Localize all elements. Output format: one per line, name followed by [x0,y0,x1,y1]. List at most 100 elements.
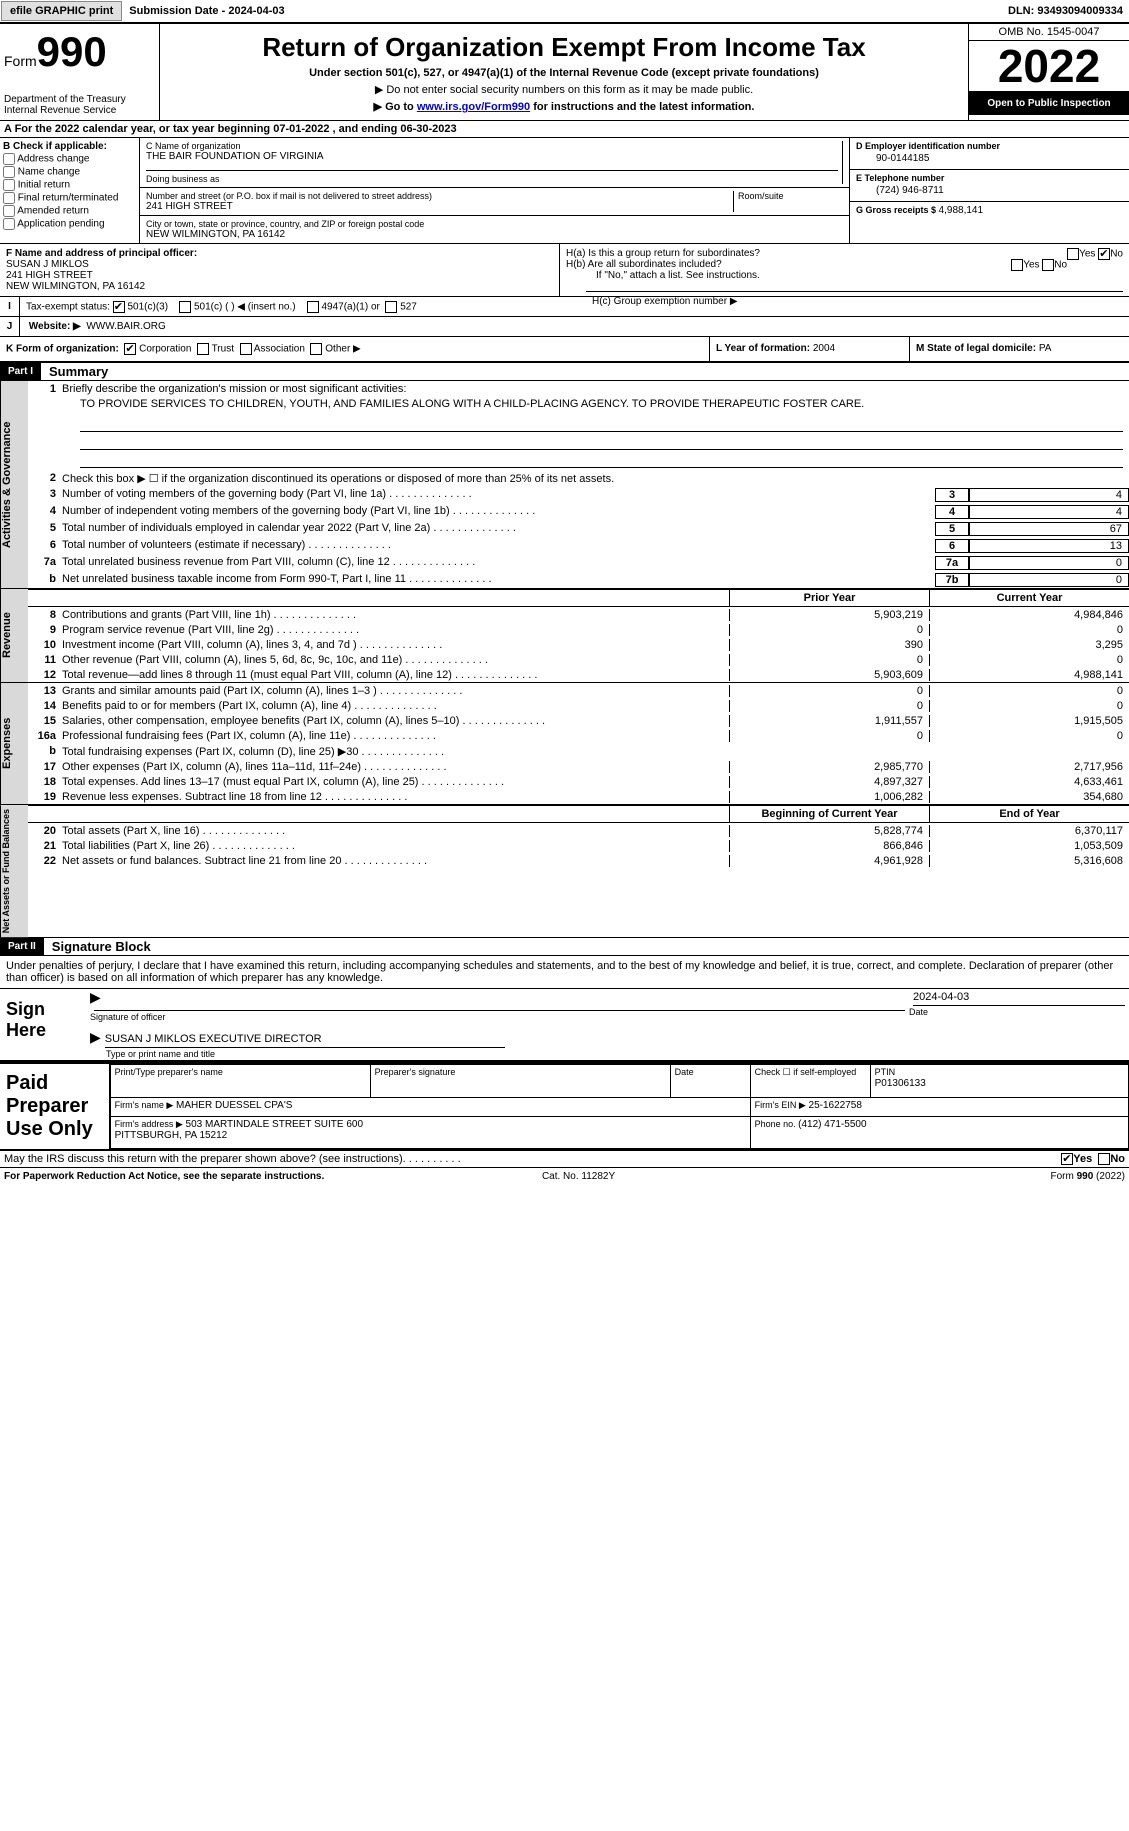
hb-note: If "No," attach a list. See instructions… [566,270,1123,281]
mission-text: TO PROVIDE SERVICES TO CHILDREN, YOUTH, … [28,396,1129,412]
line-text: Net unrelated business taxable income fr… [62,573,935,585]
line-value: 13 [969,539,1129,553]
line-text: Total number of volunteers (estimate if … [62,539,935,551]
city-label: City or town, state or province, country… [146,219,843,229]
current-year-value: 354,680 [929,791,1129,803]
line-text: Grants and similar amounts paid (Part IX… [62,685,729,697]
line-text: Net assets or fund balances. Subtract li… [62,855,729,867]
discuss-yes-checkbox[interactable] [1061,1153,1073,1165]
hc-label: H(c) Group exemption number ▶ [586,291,1123,311]
line-text: Number of voting members of the governin… [62,488,935,500]
line-text: Benefits paid to or for members (Part IX… [62,700,729,712]
applicable-checkbox[interactable]: Name change [3,166,136,178]
efile-print-button[interactable]: efile GRAPHIC print [1,1,122,21]
officer-addr1: 241 HIGH STREET [6,270,553,281]
firm-ein: 25-1622758 [809,1100,862,1111]
prior-year-value: 0 [729,685,929,697]
hb-yes-checkbox[interactable] [1011,259,1023,271]
current-year-value: 5,316,608 [929,855,1129,867]
ein-label: D Employer identification number [856,141,1123,151]
dept-label: Department of the Treasury Internal Reve… [4,94,155,116]
current-year-value: 1,915,505 [929,715,1129,727]
sig-officer-label: Signature of officer [90,1012,165,1022]
website-label: Website: ▶ [29,321,81,332]
activities-governance-label: Activities & Governance [0,381,28,588]
assoc-checkbox[interactable] [240,343,252,355]
line-text: Other revenue (Part VIII, column (A), li… [62,654,729,666]
form-title: Return of Organization Exempt From Incom… [164,32,964,63]
line-text: Professional fundraising fees (Part IX, … [62,730,729,742]
calendar-year-line: A For the 2022 calendar year, or tax yea… [0,121,1129,138]
line-i-label: I [0,297,20,316]
current-year-value: 6,370,117 [929,825,1129,837]
current-year-value: 2,717,956 [929,761,1129,773]
other-checkbox[interactable] [310,343,322,355]
discuss-no-checkbox[interactable] [1098,1153,1110,1165]
dba-label: Doing business as [146,170,838,184]
prior-year-value: 1,006,282 [729,791,929,803]
expenses-label: Expenses [0,683,28,804]
applicable-checkbox[interactable]: Final return/terminated [3,192,136,204]
sign-here-label: Sign Here [0,989,90,1060]
line-text: Number of independent voting members of … [62,505,935,517]
line-text: Revenue less expenses. Subtract line 18 … [62,791,729,803]
prior-year-value: 0 [729,700,929,712]
applicable-checkbox[interactable]: Application pending [3,218,136,230]
line-value: 0 [969,556,1129,570]
applicable-checkbox[interactable]: Amended return [3,205,136,217]
line-box: 6 [935,539,969,553]
dln-label: DLN: 93493094009334 [1002,5,1129,17]
ha-question: H(a) Is this a group return for subordin… [566,248,1123,259]
current-year-value: 0 [929,730,1129,742]
website-value: WWW.BAIR.ORG [86,321,165,332]
officer-addr2: NEW WILMINGTON, PA 16142 [6,281,553,292]
irs-link[interactable]: www.irs.gov/Form990 [417,101,530,113]
corp-checkbox[interactable] [124,343,136,355]
form-footer: Form 990 (2022) [1050,1171,1124,1182]
submission-date-label: Submission Date - 2024-04-03 [123,5,290,17]
current-year-value: 3,295 [929,639,1129,651]
tax-exempt-label: Tax-exempt status: [26,302,110,313]
501c3-checkbox[interactable] [113,301,125,313]
org-name: THE BAIR FOUNDATION OF VIRGINIA [146,151,838,162]
line-box: 7a [935,556,969,570]
4947-checkbox[interactable] [307,301,319,313]
state-domicile-label: M State of legal domicile: [916,343,1039,354]
line-text: Contributions and grants (Part VIII, lin… [62,609,729,621]
revenue-label: Revenue [0,589,28,682]
line-text: Total liabilities (Part X, line 26) [62,840,729,852]
form-label: Form990 [4,28,155,76]
501c-checkbox[interactable] [179,301,191,313]
current-year-value: 4,633,461 [929,776,1129,788]
end-year-header: End of Year [929,806,1129,822]
sig-date-value: 2024-04-03 [913,989,1125,1006]
applicable-checkbox[interactable]: Initial return [3,179,136,191]
cat-number: Cat. No. 11282Y [542,1171,615,1182]
trust-checkbox[interactable] [197,343,209,355]
sig-date-label: Date [909,1007,928,1017]
ha-no-checkbox[interactable] [1098,248,1110,260]
hb-question: H(b) Are all subordinates included? Yes … [566,259,1123,270]
hb-no-checkbox[interactable] [1042,259,1054,271]
street-label: Number and street (or P.O. box if mail i… [146,191,733,201]
net-assets-label: Net Assets or Fund Balances [0,805,28,937]
year-formation-label: L Year of formation: [716,343,813,354]
line-text: Total revenue—add lines 8 through 11 (mu… [62,669,729,681]
part1-title: Summary [41,364,108,379]
current-year-value: 1,053,509 [929,840,1129,852]
applicable-checkbox[interactable]: Address change [3,153,136,165]
line-box: 3 [935,488,969,502]
firm-addr-label: Firm's address ▶ [115,1119,183,1129]
527-checkbox[interactable] [385,301,397,313]
current-year-value: 0 [929,685,1129,697]
part2-header: Part II [0,938,44,955]
line-text: Salaries, other compensation, employee b… [62,715,729,727]
form-link-note: ▶ Go to www.irs.gov/Form990 for instruct… [164,100,964,113]
name-title-label: Type or print name and title [90,1049,215,1059]
officer-name-printed: SUSAN J MIKLOS EXECUTIVE DIRECTOR [105,1031,505,1048]
prior-year-value: 390 [729,639,929,651]
org-name-label: C Name of organization [146,141,838,151]
prior-year-value: 5,828,774 [729,825,929,837]
preparer-name-label: Print/Type preparer's name [115,1067,223,1077]
ha-yes-checkbox[interactable] [1067,248,1079,260]
